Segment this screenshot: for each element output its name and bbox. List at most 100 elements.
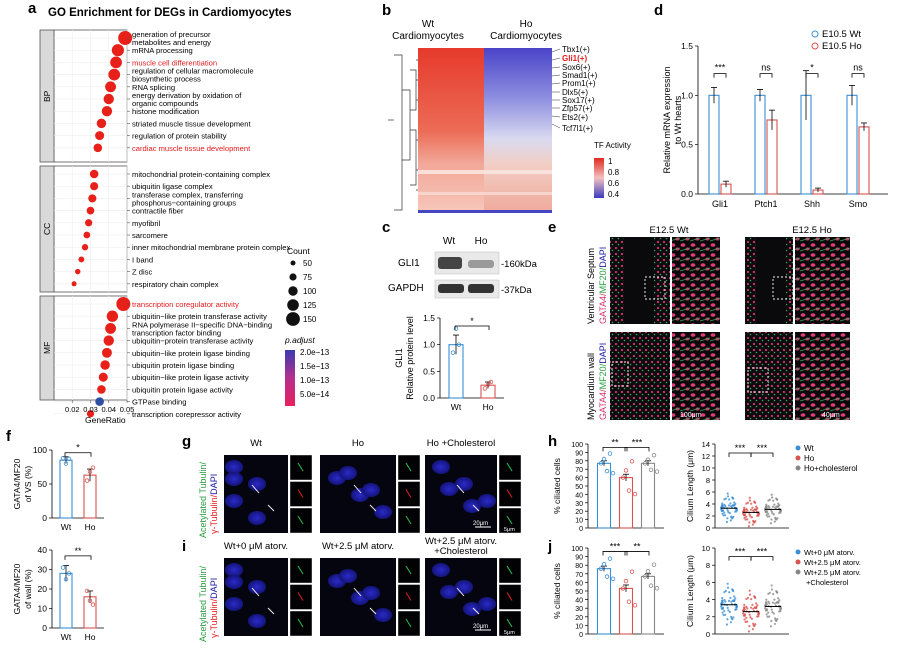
swarm-point [765, 503, 768, 506]
swarm-point [724, 514, 727, 517]
y-tick-label: 1.5 [423, 313, 435, 323]
y-tick-label: 60 [575, 580, 583, 587]
sig-label: * [810, 63, 814, 73]
swarm-point [768, 602, 771, 605]
swarm-point [726, 517, 729, 520]
swarm-point [747, 525, 751, 528]
gene-label: Sox6(+) [562, 63, 591, 72]
bar-wt [846, 94, 858, 195]
legend-wt-marker [811, 30, 819, 38]
swarm-point [765, 608, 769, 611]
heatmap-wt-column [418, 48, 484, 213]
y-tick-label: 30 [575, 501, 583, 508]
y-axis-label-2: to Wt hearts [673, 95, 683, 144]
swarm-point [771, 505, 775, 508]
data-point [623, 468, 629, 473]
sig-label: *** [735, 547, 746, 557]
swarm-point [726, 509, 729, 512]
go-term-label-cont: biosynthetic process [132, 75, 201, 84]
swarm-point [748, 593, 752, 596]
swarm-point [721, 502, 724, 505]
swarm-point [724, 600, 727, 603]
x-tick-label: Ho [483, 402, 494, 412]
y-tick-label: 2 [706, 512, 710, 521]
swarm-point [750, 617, 753, 620]
data-point [620, 475, 626, 480]
gene-leader-line [551, 48, 561, 53]
data-point [645, 569, 651, 574]
nucleus [463, 602, 481, 616]
go-dot [111, 44, 124, 57]
y-tick-label: 10 [575, 518, 583, 525]
arrow-indicator [472, 607, 480, 615]
data-point [645, 457, 651, 462]
gene-label: Dlx5(+) [562, 88, 588, 97]
swarm-point [770, 619, 773, 623]
blot-col-ho: Ho [475, 236, 488, 247]
go-term-label: regulation of protein stability [132, 132, 227, 141]
x-tick-label: Ptch1 [754, 199, 777, 209]
nucleus [432, 563, 450, 577]
go-dot [98, 372, 108, 382]
swarm-point [723, 591, 726, 594]
cilium-signal [297, 462, 304, 472]
sig-bracket [750, 556, 774, 561]
swarm-point [774, 617, 777, 620]
bar [596, 568, 612, 635]
nucleus [478, 494, 496, 508]
go-term-label: GTPase binding [132, 398, 186, 407]
swarm-point [770, 493, 773, 496]
data-point [651, 562, 657, 567]
swarm-point [774, 506, 777, 509]
data-point [642, 461, 648, 466]
cilium-signal [297, 489, 304, 498]
panel-a-xlabel: GeneRatio [85, 415, 126, 425]
panel-j-legend: Wt+0 μM atorv.Wt+2.5 μM atorv.Wt+2.5 μM … [795, 548, 861, 587]
sig-label: * [470, 316, 474, 326]
swarm-point [756, 506, 759, 510]
nucleus [339, 466, 357, 480]
y-axis-label: of VS (%) [23, 466, 33, 503]
swarm-point [754, 520, 757, 523]
swarm-point [752, 520, 755, 524]
cilium-signal [405, 462, 412, 472]
nucleus [225, 575, 243, 589]
legend-label: Wt+2.5 μM atorv. [804, 558, 861, 567]
tf-legend-tick: 0.4 [608, 190, 620, 199]
arrow-indicator [456, 484, 465, 494]
y-tick-label: 30 [38, 565, 48, 575]
nucleus [225, 494, 243, 508]
y-axis-label: Relative mRNA expression [662, 66, 672, 173]
y-tick-label: 0.5 [423, 366, 435, 376]
swarm-point [723, 609, 726, 613]
swarm-point [765, 598, 768, 601]
size-legend-dot [287, 299, 299, 311]
padj-legend-label: 5.0e−14 [300, 390, 330, 399]
go-term-label: ubiquitin ligase complex [132, 182, 213, 191]
inset-scale-label: 5μm [504, 630, 515, 636]
i-image-2: 20μm 5μm [425, 557, 522, 637]
y-axis-label: Relative protein level [405, 316, 415, 400]
panel-j-right-swarm: 0 2 4 6 8 10 *** *** Cilium Length (μm) [685, 544, 789, 639]
y-axis-label: % ciliated cells [552, 563, 562, 619]
swarm-point [770, 584, 773, 587]
legend-marker [795, 455, 801, 461]
swarm-point [743, 603, 746, 606]
gene-label: Smad1(+) [562, 71, 598, 80]
panel-f-bottom-bars: 0 10 20 30 40 Wt Ho ** GATA4/MF20 of wall (%) [12, 545, 104, 642]
nucleus [440, 482, 458, 496]
heatmap-col-ho-2: Cardiomyocytes [490, 31, 562, 42]
i-stain-dapi: DAPI [209, 578, 219, 599]
swarm-point [770, 608, 773, 611]
nucleus [248, 614, 266, 628]
go-dot [110, 56, 122, 69]
go-dot [85, 219, 93, 227]
swarm-point [746, 518, 749, 521]
swarm-point [733, 504, 736, 507]
panel-f-top-bars: 0 50 100 Wt Ho * GATA4/MF20 of VS (%) [12, 443, 104, 532]
y-axis-label: of wall (%) [23, 569, 33, 609]
swarm-point [770, 496, 774, 499]
blot-gapdh-band-wt [438, 284, 464, 293]
x-tick-label: Shh [804, 199, 820, 209]
